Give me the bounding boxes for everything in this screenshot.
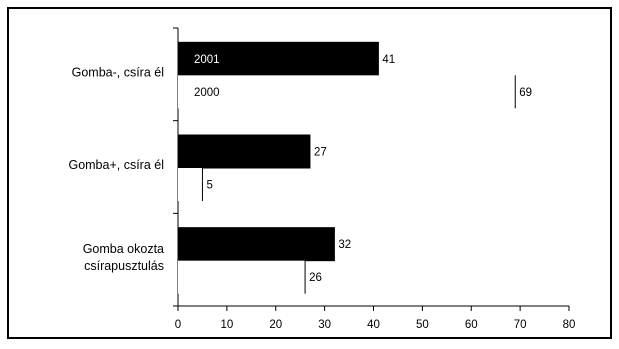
data-label: 5: [206, 180, 212, 192]
x-tick-label: 60: [465, 319, 478, 331]
bar-2001-1: [177, 134, 311, 169]
data-label: 27: [314, 147, 327, 159]
x-tick-label: 30: [318, 319, 331, 331]
category-label: Gomba+, csíra él: [68, 158, 164, 172]
data-label: 41: [382, 54, 395, 66]
bar-2001-0: [177, 41, 379, 76]
data-label: 26: [309, 272, 322, 284]
category-label: Gomba okozta: [83, 242, 164, 256]
labels: 41 2001 69 2000 Gomba-, csíra él 27 5 Gomba+, c…: [68, 54, 532, 284]
bars: [177, 41, 516, 294]
bar-2000-2: [178, 260, 306, 294]
x-tick-label: 70: [514, 319, 527, 331]
bar-2000-1: [178, 168, 203, 201]
series-label-2001: 2001: [194, 54, 220, 66]
category-label: csírapusztulás: [84, 259, 164, 273]
x-tick-label: 0: [175, 319, 181, 331]
bar-2001-2: [177, 227, 335, 262]
bar-2000-0: [178, 75, 516, 109]
category-label: Gomba-, csíra él: [72, 65, 164, 79]
x-tick-label: 80: [563, 319, 576, 331]
x-tick-label: 20: [269, 319, 282, 331]
data-label: 69: [519, 87, 532, 99]
x-tick-label: 40: [367, 319, 380, 331]
data-label: 32: [338, 239, 351, 251]
x-tick-label: 50: [416, 319, 429, 331]
x-tick-label: 10: [220, 319, 233, 331]
series-label-2000: 2000: [194, 87, 220, 99]
